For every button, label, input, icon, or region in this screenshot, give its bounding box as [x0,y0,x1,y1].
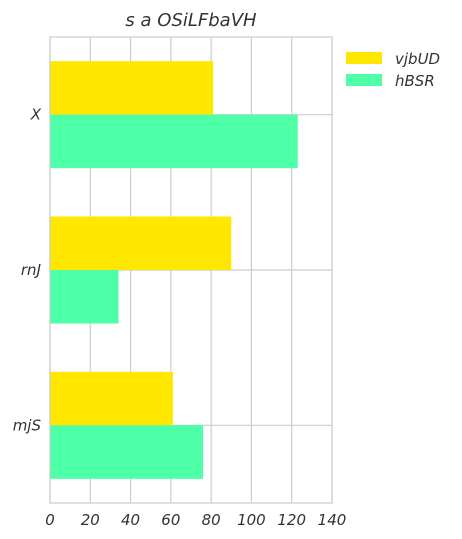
bars [50,61,298,479]
x-axis-tick-labels: 0 20 40 60 80 100 120 140 [45,511,346,529]
x-tick-label-60: 60 [161,511,180,529]
y-tick-label-rnJ: rnJ [21,261,41,279]
legend-swatch-vjbUD [346,52,382,64]
x-tick-label-80: 80 [202,511,221,529]
bar-vjbUD-mjS [50,371,173,426]
legend-label-vjbUD: vjbUD [395,50,440,68]
legend-label-hBSR: hBSR [395,72,435,90]
legend-swatch-hBSR [346,74,382,86]
x-tick-label-100: 100 [237,511,266,529]
bar-hBSR-rnJ [50,270,119,324]
legend: vjbUD hBSR [346,50,440,90]
x-tick-label-120: 120 [277,511,306,529]
x-tick-label-0: 0 [45,511,55,529]
y-tick-label-X: X [30,106,42,124]
plot-frame [49,36,333,504]
bar-hBSR-X [50,114,298,169]
bar-hBSR-mjS [50,425,204,479]
bar-vjbUD-rnJ [50,216,232,270]
x-tick-label-20: 20 [81,511,100,529]
x-tick-label-40: 40 [121,511,140,529]
x-tick-label-140: 140 [318,511,347,529]
y-tick-label-mjS: mjS [13,416,42,434]
chart-title: s a OSiLFbaVH [125,10,257,31]
bar-vjbUD-X [50,61,214,115]
